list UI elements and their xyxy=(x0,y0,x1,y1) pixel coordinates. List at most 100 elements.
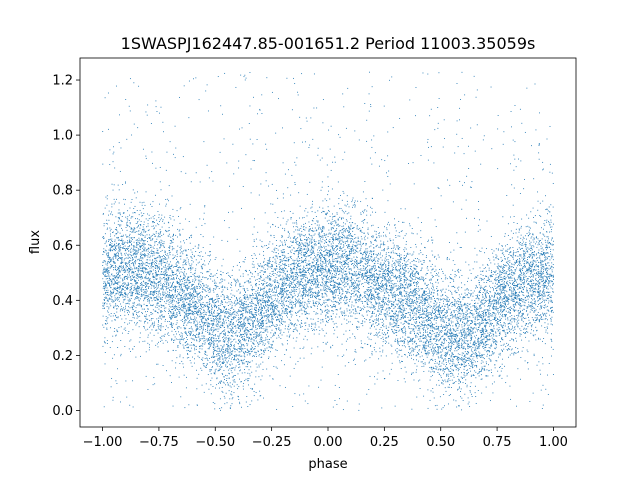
data-point xyxy=(317,264,319,266)
data-point xyxy=(493,271,495,272)
data-point xyxy=(366,311,368,313)
data-point xyxy=(516,284,518,285)
data-point xyxy=(211,313,213,315)
data-point xyxy=(548,281,550,283)
data-point xyxy=(323,262,325,264)
data-point xyxy=(286,77,288,79)
data-point xyxy=(195,291,196,293)
data-point xyxy=(438,346,440,347)
data-point xyxy=(177,314,178,316)
data-point xyxy=(355,261,357,263)
data-point xyxy=(224,357,226,359)
data-point xyxy=(419,332,421,334)
data-point xyxy=(175,331,177,333)
data-point xyxy=(393,304,395,306)
data-point xyxy=(451,372,453,374)
data-point xyxy=(152,225,154,227)
data-point xyxy=(435,308,437,310)
data-point xyxy=(150,237,152,239)
data-point xyxy=(504,294,506,295)
data-point xyxy=(546,273,548,275)
data-point xyxy=(174,336,176,338)
data-point xyxy=(257,399,259,401)
data-point xyxy=(239,321,241,323)
data-point xyxy=(423,299,425,301)
data-point xyxy=(114,228,116,230)
data-point xyxy=(494,367,496,369)
data-point xyxy=(198,332,200,334)
data-point xyxy=(380,338,382,339)
data-point xyxy=(192,287,194,289)
data-point xyxy=(430,371,432,373)
data-point xyxy=(511,277,513,279)
data-point xyxy=(215,318,217,320)
data-point xyxy=(465,331,467,333)
data-point xyxy=(415,243,417,245)
data-point xyxy=(227,327,229,329)
data-point xyxy=(271,344,273,346)
data-point xyxy=(129,307,131,309)
data-point xyxy=(490,359,492,361)
data-point xyxy=(135,260,137,262)
data-point xyxy=(406,295,408,297)
data-point xyxy=(147,308,149,310)
data-point xyxy=(537,274,539,276)
data-point xyxy=(188,310,190,312)
data-point xyxy=(427,345,429,346)
data-point xyxy=(190,326,192,328)
data-point xyxy=(168,227,170,229)
data-point xyxy=(124,245,126,247)
data-point xyxy=(108,262,110,264)
data-point xyxy=(337,239,338,241)
data-point xyxy=(420,323,422,325)
data-point xyxy=(207,254,209,256)
data-point xyxy=(276,286,278,288)
data-point xyxy=(509,274,511,276)
data-point xyxy=(522,270,523,272)
data-point xyxy=(269,294,271,295)
data-point xyxy=(266,282,268,283)
data-point xyxy=(434,328,436,330)
data-point xyxy=(256,324,258,326)
data-point xyxy=(342,260,344,262)
data-point xyxy=(224,340,226,342)
data-point xyxy=(428,306,429,307)
data-point xyxy=(383,262,385,264)
data-point xyxy=(124,254,126,256)
data-point xyxy=(160,329,162,331)
data-point xyxy=(344,263,346,265)
data-point xyxy=(203,321,205,323)
data-point xyxy=(243,363,245,365)
data-point xyxy=(223,330,225,332)
data-point xyxy=(535,287,536,289)
data-point xyxy=(171,271,173,273)
data-point xyxy=(238,302,240,304)
data-point xyxy=(321,249,323,251)
data-point xyxy=(180,319,182,321)
data-point xyxy=(461,342,462,344)
data-point xyxy=(321,263,323,265)
data-point xyxy=(150,281,152,283)
data-point xyxy=(114,201,116,203)
data-point xyxy=(140,278,142,280)
data-point xyxy=(344,273,346,275)
data-point xyxy=(171,249,173,251)
data-point xyxy=(203,306,205,308)
data-point xyxy=(367,257,369,259)
data-point xyxy=(144,204,146,206)
data-point xyxy=(367,286,369,288)
data-point xyxy=(311,328,313,330)
data-point xyxy=(438,363,440,365)
data-point xyxy=(451,352,453,354)
data-point xyxy=(226,162,228,164)
data-point xyxy=(535,283,536,285)
data-point xyxy=(136,244,138,246)
data-point xyxy=(481,303,483,305)
data-point xyxy=(122,212,124,214)
data-point xyxy=(117,284,119,286)
data-point xyxy=(104,337,106,339)
data-point xyxy=(159,325,161,327)
data-point xyxy=(148,293,150,295)
data-point xyxy=(266,148,268,150)
data-point xyxy=(419,309,420,311)
